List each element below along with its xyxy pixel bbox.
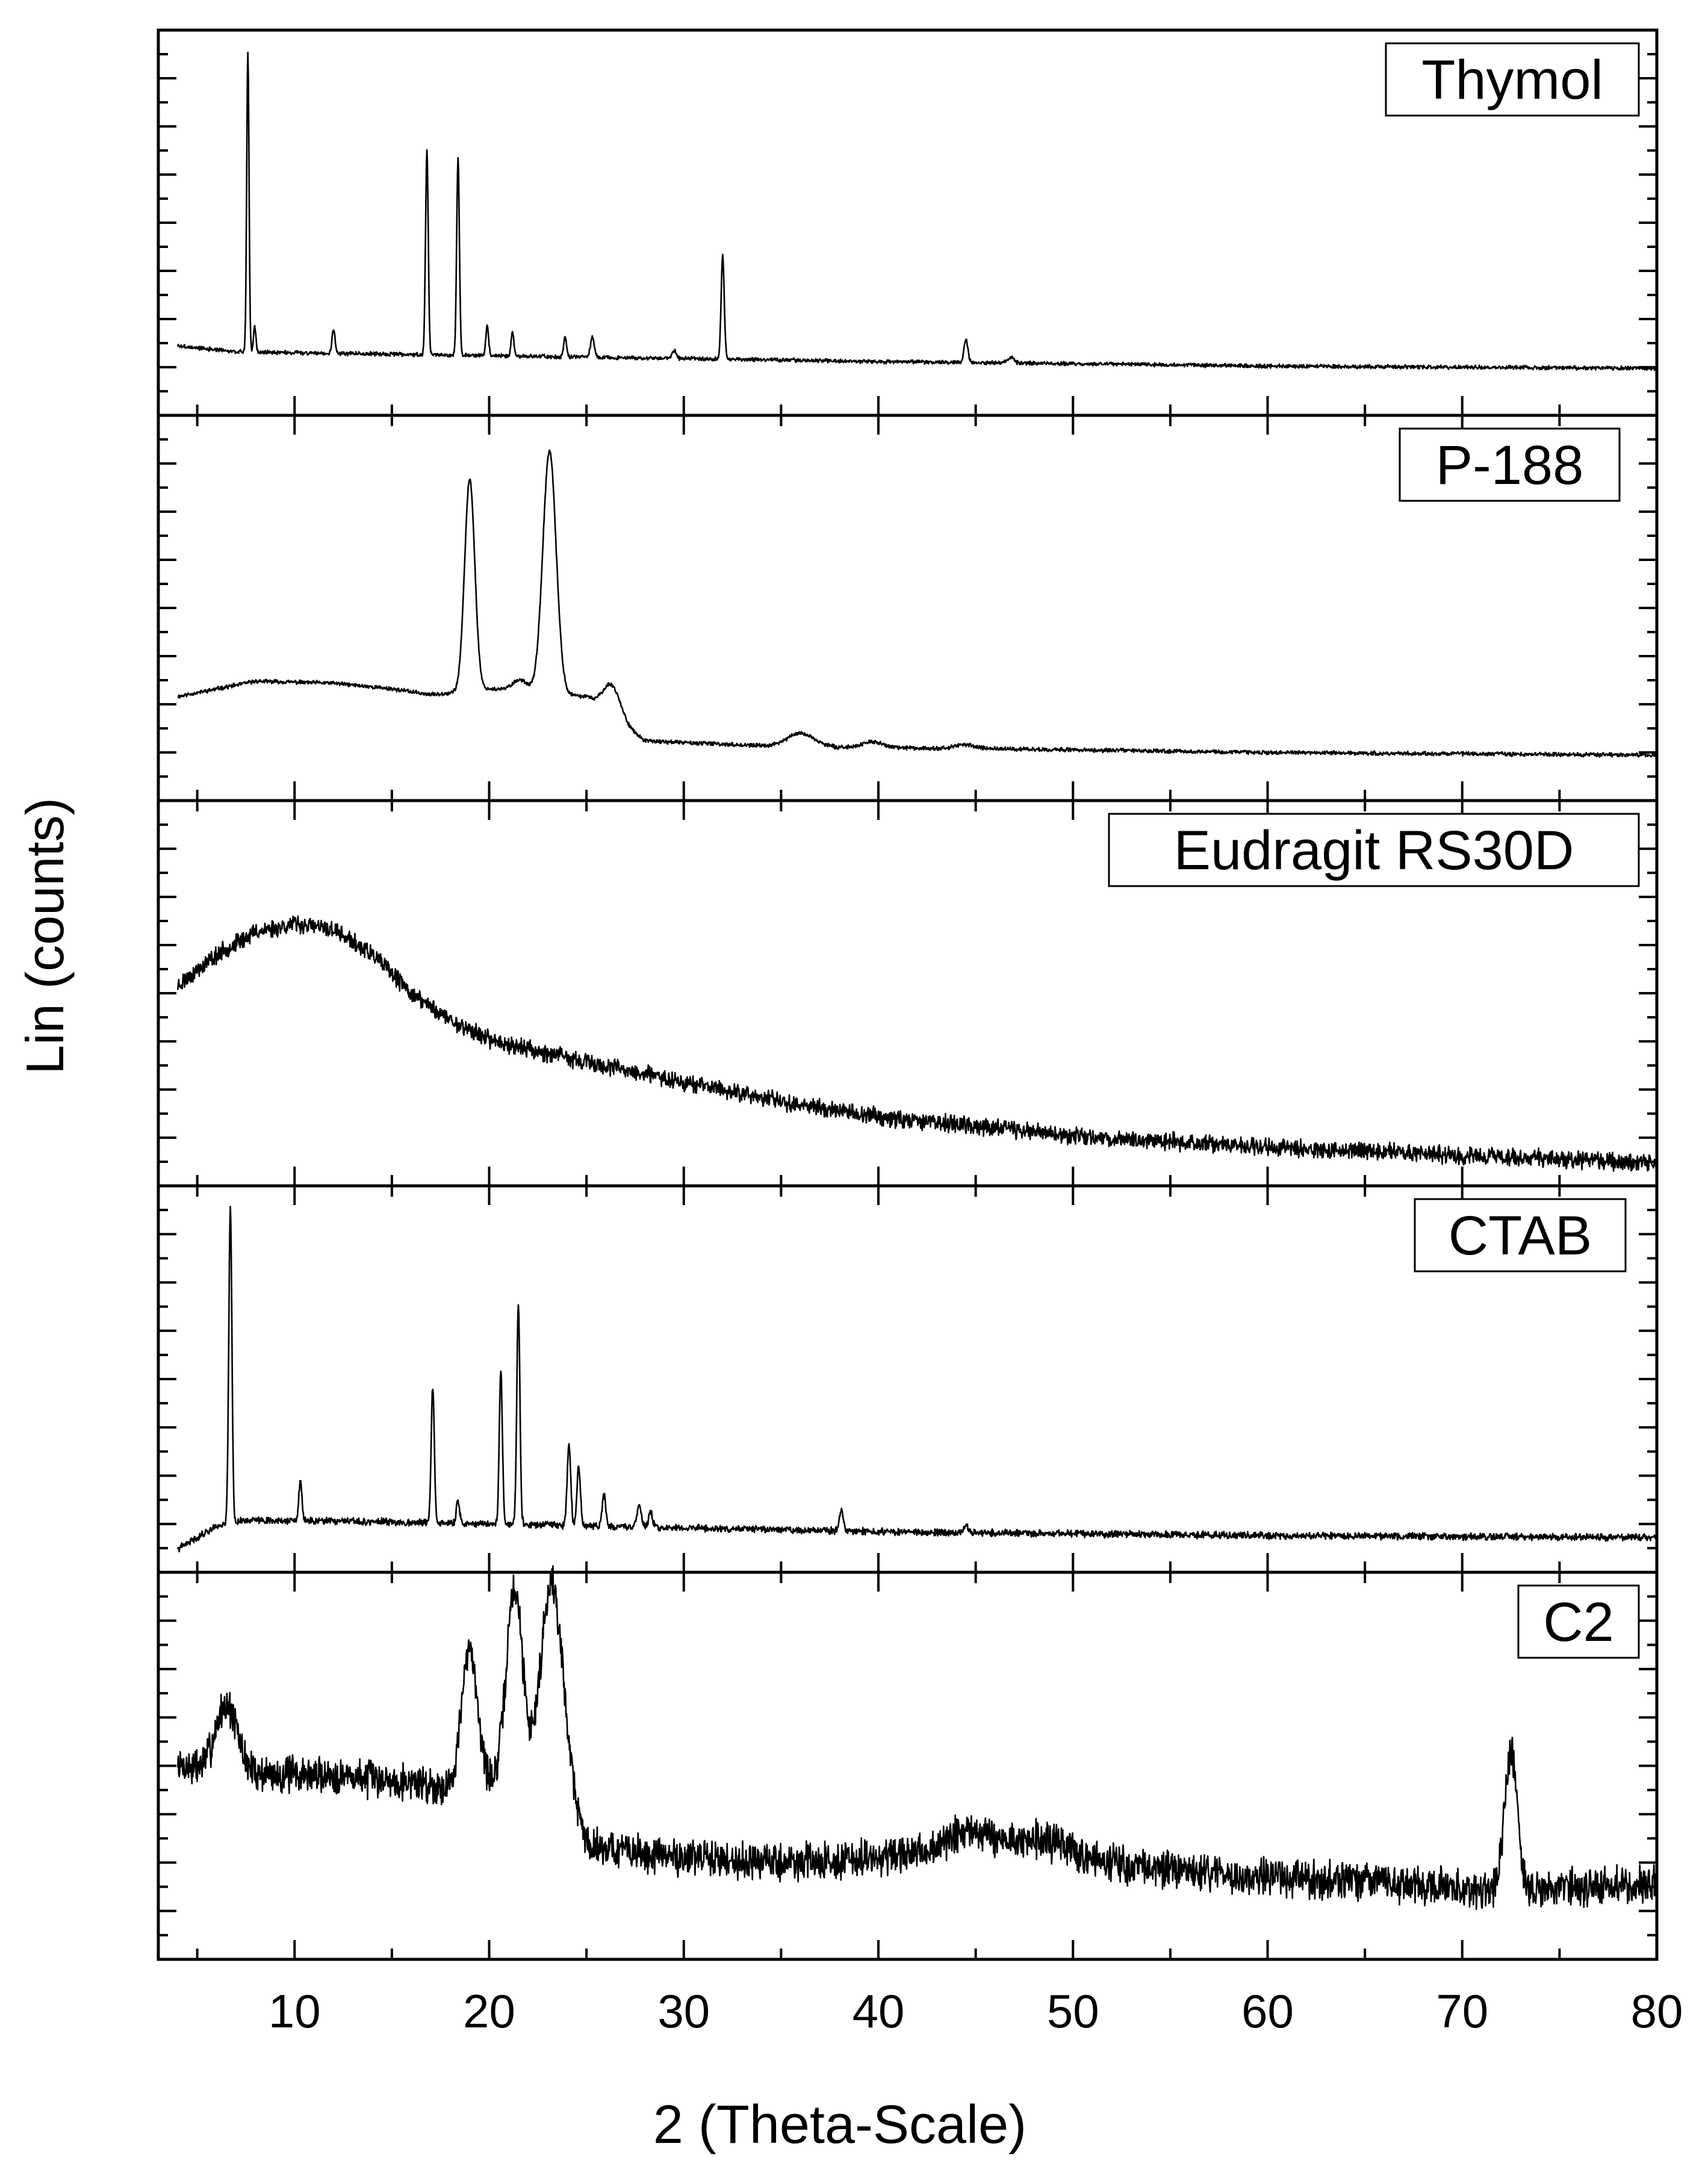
series-line-p-188 [177, 449, 1658, 758]
x-tick-label: 40 [852, 1985, 905, 2038]
labels-layer: Thymol P-188 Eudragit RS30D CTAB C2 [1108, 42, 1640, 1659]
x-tick-label: 60 [1241, 1985, 1294, 2038]
x-tick-label: 10 [269, 1985, 321, 2038]
panel-label-box [1414, 1198, 1627, 1273]
y-axis-title: Lin (counts) [15, 798, 75, 1074]
panel-frame-4 [157, 1570, 1659, 1961]
series-line-ctab [177, 1206, 1657, 1552]
panel-label: C2 [1543, 1592, 1614, 1653]
panel-label-box [1385, 42, 1640, 117]
x-tick-label: 80 [1631, 1985, 1683, 2038]
series-line-thymol [177, 51, 1658, 371]
panel-label: CTAB [1449, 1205, 1592, 1267]
x-tick-label: 30 [657, 1985, 710, 2038]
panel-label: Eudragit RS30D [1174, 820, 1574, 881]
x-tick-label: 50 [1047, 1985, 1099, 2038]
x-tick-label: 70 [1436, 1985, 1488, 2038]
panel-label: Thymol [1421, 49, 1603, 111]
series-line-c2 [177, 1565, 1658, 1911]
ticks-layer: 10 20 30 40 50 60 70 80 [158, 53, 1683, 2038]
panel-label: P-188 [1436, 435, 1584, 496]
x-tick-label: 20 [463, 1985, 515, 2038]
series-line-eudragit-rs30d [177, 915, 1658, 1172]
panels-layer [157, 28, 1659, 1961]
panel-label-box [1108, 813, 1640, 887]
panel-label-box [1517, 1584, 1640, 1659]
panel-label-box [1399, 427, 1621, 502]
x-axis-title: 2 (Theta-Scale) [653, 2095, 1026, 2155]
